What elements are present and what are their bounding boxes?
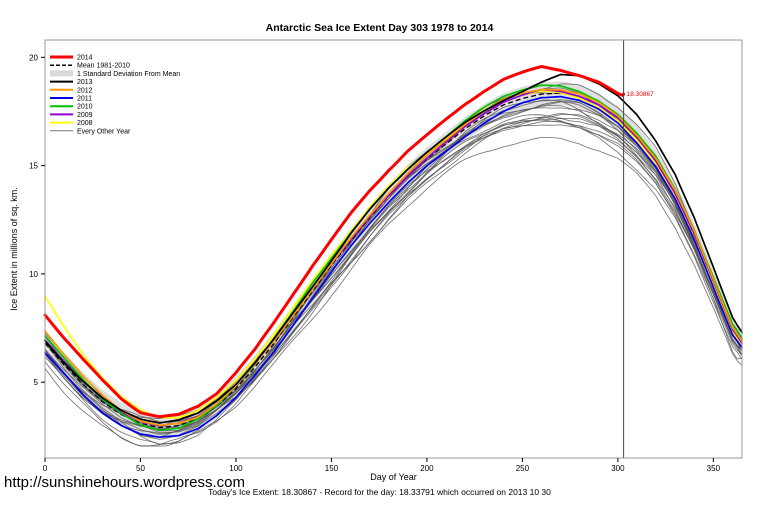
other-year-line [44, 117, 743, 434]
y-tick-label: 10 [29, 270, 38, 279]
legend-label: Every Other Year [77, 128, 131, 135]
site-url[interactable]: http://sunshinehours.wordpress.com [4, 474, 245, 491]
legend-label: 2013 [77, 79, 93, 86]
x-axis-label: Day of Year [370, 472, 417, 482]
x-tick-label: 200 [420, 464, 434, 473]
x-tick-label: 300 [611, 464, 625, 473]
series-line-2013 [44, 73, 743, 424]
chart-title: Antarctic Sea Ice Extent Day 303 1978 to… [265, 22, 494, 34]
plot-border [44, 39, 743, 459]
other-year-line [44, 107, 743, 420]
series-line-2012 [44, 88, 743, 427]
legend-label: 2012 [77, 87, 93, 94]
legend-label: 2010 [77, 104, 93, 111]
other-year-line [44, 105, 743, 430]
other-year-line [44, 100, 743, 430]
y-tick-label: 20 [29, 53, 38, 62]
series-line-2011 [44, 95, 743, 439]
other-year-line [44, 136, 743, 447]
series-line-2014 [43, 65, 626, 419]
current-extent-annotation: 18.30867 [627, 91, 654, 98]
legend-label: 2014 [77, 55, 93, 62]
x-tick-label: 150 [325, 464, 339, 473]
series-line-2008 [44, 90, 743, 419]
x-tick-label: 250 [516, 464, 530, 473]
other-year-line [44, 114, 743, 447]
y-tick-label: 15 [29, 162, 38, 171]
std-deviation-band [45, 81, 742, 440]
legend-label: Mean 1981-2010 [77, 63, 130, 70]
legend-label: 2009 [77, 112, 93, 119]
other-year-line [44, 124, 743, 445]
y-tick-label: 5 [34, 378, 39, 387]
legend-label: 1 Standard Deviation From Mean [77, 71, 180, 78]
legend-swatch-band [50, 70, 73, 77]
footer-caption: Today's Ice Extent: 18.30867 - Record fo… [208, 487, 551, 497]
other-year-line [44, 112, 743, 435]
other-year-line [44, 120, 743, 440]
x-tick-label: 0 [43, 464, 48, 473]
x-tick-label: 100 [229, 464, 243, 473]
legend-label: 2008 [77, 120, 93, 127]
x-tick-label: 50 [136, 464, 145, 473]
x-tick-label: 350 [707, 464, 721, 473]
legend-label: 2011 [77, 96, 92, 103]
